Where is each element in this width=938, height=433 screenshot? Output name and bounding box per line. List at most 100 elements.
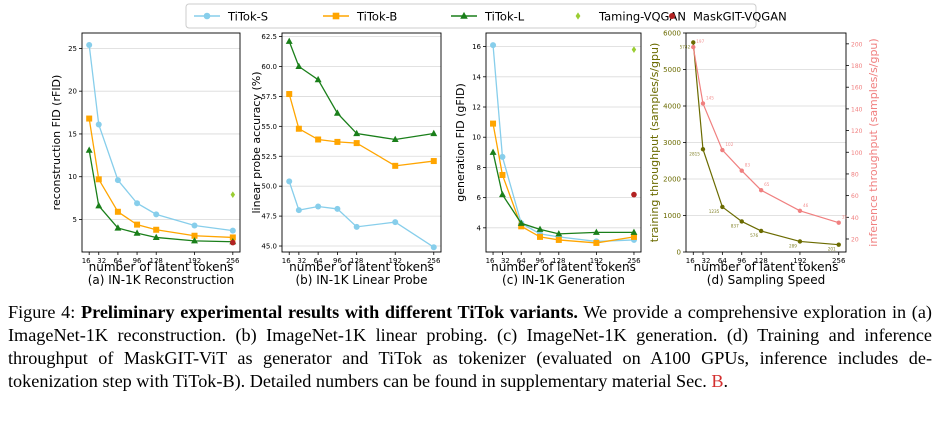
- panel-b-point-titok-b: [392, 162, 399, 169]
- panel-b-point-titok-s: [430, 244, 437, 251]
- panel-b-point-titok-s: [315, 203, 322, 210]
- caption-title: Preliminary experimental results with di…: [80, 302, 578, 322]
- panel-a-ytick-label: 5: [73, 216, 77, 224]
- panel-b-point-titok-s: [295, 207, 302, 214]
- panel-d-xtick-label: 256: [832, 257, 846, 265]
- panel-b-xtick-label: 32: [297, 257, 306, 265]
- panel-c-point-titok-l: [630, 228, 638, 235]
- panel-b-point-titok-s: [392, 219, 399, 226]
- panel-d-y2tick-label: 60: [851, 193, 859, 200]
- figure-caption: Figure 4: Preliminary experimental resul…: [8, 301, 932, 393]
- legend-label-titok-b: TiTok-B: [356, 10, 397, 24]
- panel-a-point-titok-s: [95, 121, 102, 128]
- panel-c-point-titok-l: [592, 228, 600, 235]
- panel-c-xtick-label: 64: [517, 257, 526, 265]
- panel-c-frame: [485, 32, 642, 253]
- panel-b-point-titok-b: [353, 140, 360, 147]
- panel-d-point-inference: [797, 208, 803, 214]
- panel-b-series-line-titok-b: [288, 93, 434, 167]
- legend-label-titok-l: TiTok-L: [484, 10, 525, 24]
- panel-a-point-titok-b: [229, 234, 236, 241]
- panel-b-subtitle: (b) IN-1K Linear Probe: [295, 273, 427, 287]
- panel-a-point-titok-s: [153, 211, 160, 218]
- panel-a-point-titok-l: [152, 233, 160, 241]
- panel-c-point-titok-l: [536, 225, 544, 232]
- panel-b-point-titok-l: [333, 109, 341, 116]
- panel-d-point-inference: [700, 101, 706, 106]
- panel-a-ytick-label: 25: [68, 45, 77, 53]
- caption-label: Figure 4:: [8, 302, 81, 322]
- panel-d-point-training: [700, 147, 706, 152]
- panel-b-point-titok-b: [286, 91, 293, 98]
- panel-b-point-titok-s: [353, 223, 360, 230]
- panel-c-point-titok-l: [555, 230, 563, 237]
- panel-d-ytick-label: 1000: [663, 212, 681, 220]
- panel-a-point-titok-l: [191, 237, 198, 244]
- panel-b-frame: [281, 32, 442, 253]
- panel-c-point-titok-b: [630, 233, 637, 240]
- panel-a-xtick-label: 64: [113, 257, 122, 265]
- panel-d-data-label-training: 1235: [709, 209, 720, 214]
- panel-d-y2tick-label: 200: [851, 41, 863, 48]
- panel-d-ytick-label: 2000: [663, 176, 681, 184]
- panel-a-xtick-label: 192: [188, 257, 201, 265]
- panel-d-ytick-label: 0: [677, 249, 681, 257]
- panel-a-subtitle: (a) IN-1K Reconstruction: [88, 273, 235, 287]
- panel-b-ytick-label: 52.5: [261, 153, 277, 161]
- panel-d-point-training: [691, 40, 696, 45]
- panel-b-point-titok-l: [285, 37, 293, 44]
- panel-c-point-titok-b: [537, 233, 544, 240]
- panel-a-point-titok-b: [191, 232, 198, 239]
- panel-d-y2tick-label: 100: [851, 150, 863, 157]
- panel-c-ytick-label: 8: [477, 164, 481, 172]
- panel-a-xtick-label: 96: [133, 257, 142, 265]
- panel-b-xtick-label: 16: [282, 257, 291, 265]
- panel-d-ytick-label: 6000: [663, 30, 681, 38]
- panel-d-y2tick-label: 120: [851, 128, 863, 135]
- panel-d-data-label-training: 5742: [680, 44, 691, 49]
- caption-body: We provide a comprehensive exploration i…: [8, 302, 932, 391]
- panel-d-point-training: [836, 242, 841, 247]
- panel-b-ytick-label: 50.0: [261, 183, 277, 191]
- panel-d-ylabel: training throughput (samples/s/gpu): [648, 43, 661, 242]
- panel-d-ytick-label: 4000: [663, 103, 681, 111]
- panel-c-ylabel: generation FID (gFID): [454, 83, 467, 201]
- panel-d-xtick-label: 32: [702, 257, 711, 265]
- panel-a-point-titok-l: [114, 224, 122, 231]
- panel-b-ytick-label: 45.0: [261, 243, 277, 251]
- panel-c-point-titok-b: [555, 236, 562, 243]
- panel-d-ytick-label: 5000: [663, 66, 681, 74]
- panel-b-ytick-label: 47.5: [261, 213, 277, 221]
- caption-ref-link[interactable]: B: [711, 371, 724, 391]
- panel-d-data-label-training: 2815: [689, 151, 700, 156]
- panel-d-data-label-training: 201: [828, 247, 836, 252]
- panel-d-data-label-training: 576: [750, 233, 758, 238]
- legend-marker-maskgit-vqgan: [669, 13, 675, 19]
- panel-d-point-training: [739, 219, 744, 224]
- panel-a-series-line-titok-s: [88, 44, 233, 232]
- panel-b-xtick-label: 128: [350, 257, 363, 265]
- panel-b-point-titok-s: [286, 178, 293, 185]
- panel-b-point-titok-l: [391, 135, 399, 143]
- panel-d-point-training: [758, 228, 764, 234]
- panel-c-point-maskgit-vqgan: [631, 191, 637, 198]
- panel-d-y2tick-label: 20: [851, 236, 859, 243]
- panel-d-data-label-inference: 102: [725, 142, 733, 147]
- panel-d-data-label-inference: 197: [696, 39, 704, 44]
- panel-c-point-titok-s: [490, 42, 497, 49]
- panel-d-series-line-training: [692, 42, 839, 246]
- panel-d-point-training: [797, 239, 803, 244]
- panel-b-xtick-label: 64: [314, 257, 323, 265]
- panel-d-data-label-training: 837: [731, 223, 739, 228]
- panel-b-xtick-label: 192: [389, 257, 402, 265]
- panel-a-ylabel: reconstruction FID (rFID): [50, 75, 63, 211]
- panel-c-subtitle: (c) IN-1K Generation: [502, 273, 625, 287]
- panel-a-point-titok-s: [191, 222, 198, 229]
- legend-marker-titok-l: [460, 11, 468, 19]
- panel-b-ytick-label: 55.0: [261, 123, 277, 131]
- panel-d-point-inference: [691, 44, 696, 50]
- panel-c-series-line-titok-l: [492, 152, 634, 235]
- panel-a-point-titok-b: [114, 208, 121, 215]
- panel-b-point-titok-l: [430, 129, 438, 137]
- legend-marker-titok-b: [332, 12, 340, 20]
